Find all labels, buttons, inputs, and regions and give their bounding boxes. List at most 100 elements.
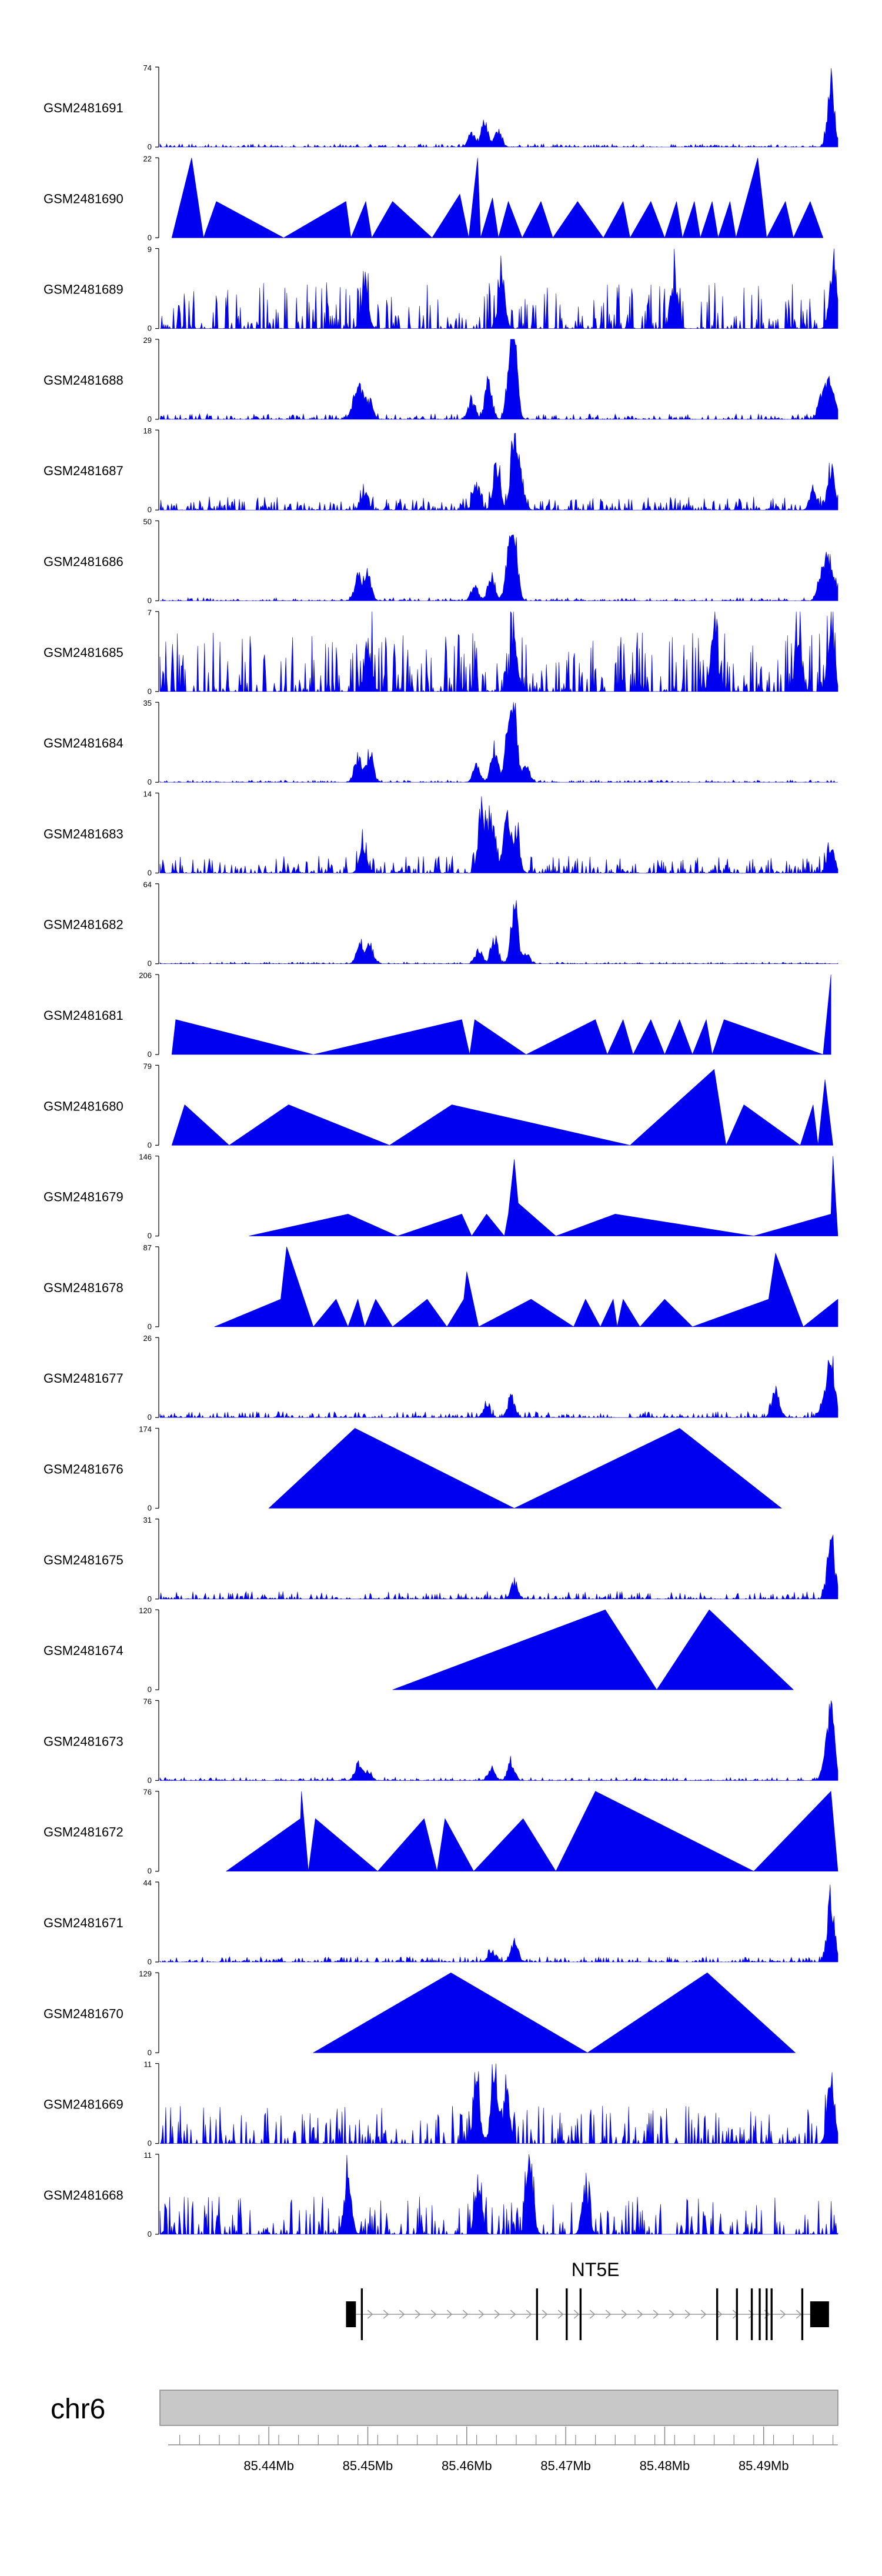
track-label: GSM2481678 xyxy=(44,1280,123,1295)
strand-arrow xyxy=(494,2310,500,2319)
y-min-label: 0 xyxy=(148,1594,152,1603)
tick-label: 85.49Mb xyxy=(739,2458,789,2473)
track-label: GSM2481683 xyxy=(44,826,123,841)
signal-tracks: GSM2481691740GSM2481690220GSM248168990GS… xyxy=(44,64,838,2238)
signal-area xyxy=(159,2063,838,2144)
y-min-label: 0 xyxy=(148,1232,152,1240)
exon xyxy=(579,2288,582,2340)
strand-arrow xyxy=(399,2310,405,2319)
genomic-axis: 85.44Mb 85.45Mb 85.46Mb 85.47Mb 85.48Mb 85.49… xyxy=(168,2427,838,2473)
track-label: GSM2481677 xyxy=(44,1371,123,1386)
y-min-label: 0 xyxy=(148,1322,152,1331)
track-GSM2481682: GSM2481682 64 0 xyxy=(44,880,838,968)
track-label: GSM2481676 xyxy=(44,1462,123,1477)
y-max-label: 11 xyxy=(144,2060,152,2069)
y-min-label: 0 xyxy=(148,1776,152,1784)
y-max-label: 7 xyxy=(148,608,152,617)
y-min-label: 0 xyxy=(148,415,152,423)
exon xyxy=(801,2288,804,2340)
y-min-label: 0 xyxy=(148,1050,152,1059)
y-min-label: 0 xyxy=(148,778,152,786)
exon xyxy=(346,2301,356,2327)
tick-label: 85.46Mb xyxy=(442,2458,492,2473)
tick-label: 85.44Mb xyxy=(243,2458,294,2473)
y-min-label: 0 xyxy=(148,959,152,968)
gene-model-nt5e: NT5E xyxy=(346,2259,829,2340)
strand-arrow xyxy=(430,2310,437,2319)
strand-arrow xyxy=(780,2310,786,2319)
strand-arrow xyxy=(415,2310,421,2319)
y-max-label: 174 xyxy=(139,1425,152,1434)
y-min-label: 0 xyxy=(148,1957,152,1966)
strand-arrow xyxy=(621,2310,627,2319)
y-min-label: 0 xyxy=(148,142,152,151)
strand-arrow xyxy=(510,2310,516,2319)
strand-arrow xyxy=(637,2310,643,2319)
y-max-label: 120 xyxy=(139,1606,152,1615)
strand-arrow xyxy=(557,2310,564,2319)
y-max-label: 87 xyxy=(143,1243,152,1252)
y-max-label: 76 xyxy=(143,1788,152,1797)
chromosome-ideogram: chr6 xyxy=(51,2390,838,2426)
y-max-label: 22 xyxy=(143,154,152,163)
tick-label: 85.47Mb xyxy=(540,2458,591,2473)
y-max-label: 74 xyxy=(143,64,152,72)
y-min-label: 0 xyxy=(148,233,152,242)
strand-arrow xyxy=(589,2310,596,2319)
strand-arrow xyxy=(748,2310,754,2319)
signal-area xyxy=(159,611,838,692)
track-GSM2481670: GSM2481670 129 0 xyxy=(44,1969,796,2057)
strand-arrow xyxy=(526,2310,532,2319)
signal-area xyxy=(159,1884,838,1963)
y-max-label: 79 xyxy=(143,1062,152,1070)
signal-area xyxy=(159,702,838,783)
exon xyxy=(750,2288,753,2340)
y-min-label: 0 xyxy=(148,1504,152,1513)
y-max-label: 29 xyxy=(143,336,152,345)
strand-arrow xyxy=(653,2310,659,2319)
y-max-label: 64 xyxy=(143,880,152,889)
track-label: GSM2481668 xyxy=(44,2188,123,2203)
signal-area xyxy=(171,1069,833,1146)
y-max-label: 18 xyxy=(143,426,152,435)
track-GSM2481671: GSM2481671 44 0 xyxy=(44,1878,838,1966)
track-GSM2481686: GSM2481686 50 0 xyxy=(44,518,838,605)
track-GSM2481691: GSM2481691 74 0 xyxy=(44,64,838,151)
track-label: GSM2481682 xyxy=(44,917,123,932)
signal-area xyxy=(214,1246,838,1327)
y-min-label: 0 xyxy=(148,1685,152,1694)
signal-area xyxy=(159,432,838,511)
y-min-label: 0 xyxy=(148,324,152,333)
exon xyxy=(759,2288,761,2340)
track-GSM2481676: GSM2481676 174 0 xyxy=(44,1425,782,1513)
strand-arrow xyxy=(605,2310,612,2319)
track-label: GSM2481669 xyxy=(44,2097,123,2112)
exon xyxy=(810,2301,829,2327)
track-GSM2481674: GSM2481674 120 0 xyxy=(44,1606,794,1694)
track-label: GSM2481686 xyxy=(44,555,123,569)
track-label: GSM2481672 xyxy=(44,1825,123,1840)
signal-area xyxy=(159,1700,838,1781)
signal-area xyxy=(392,1609,794,1690)
signal-area xyxy=(159,2154,838,2235)
y-max-label: 9 xyxy=(148,245,152,254)
exon xyxy=(360,2288,363,2340)
track-label: GSM2481684 xyxy=(44,736,123,750)
track-GSM2481689: GSM2481689 9 0 xyxy=(44,245,838,333)
exon xyxy=(770,2288,773,2340)
track-GSM2481685: GSM2481685 7 0 xyxy=(44,608,838,696)
signal-area xyxy=(159,796,838,874)
tick-label: 85.48Mb xyxy=(640,2458,690,2473)
y-max-label: 206 xyxy=(139,971,152,980)
y-max-label: 146 xyxy=(139,1153,152,1162)
track-label: GSM2481690 xyxy=(44,191,123,206)
signal-area xyxy=(159,1534,838,1600)
strand-arrow xyxy=(700,2310,707,2319)
signal-area xyxy=(171,158,824,239)
y-max-label: 129 xyxy=(139,1969,152,1978)
exon xyxy=(736,2288,738,2340)
chromosome-bar xyxy=(159,2390,838,2426)
exon xyxy=(716,2288,719,2340)
y-max-label: 44 xyxy=(143,1878,152,1887)
